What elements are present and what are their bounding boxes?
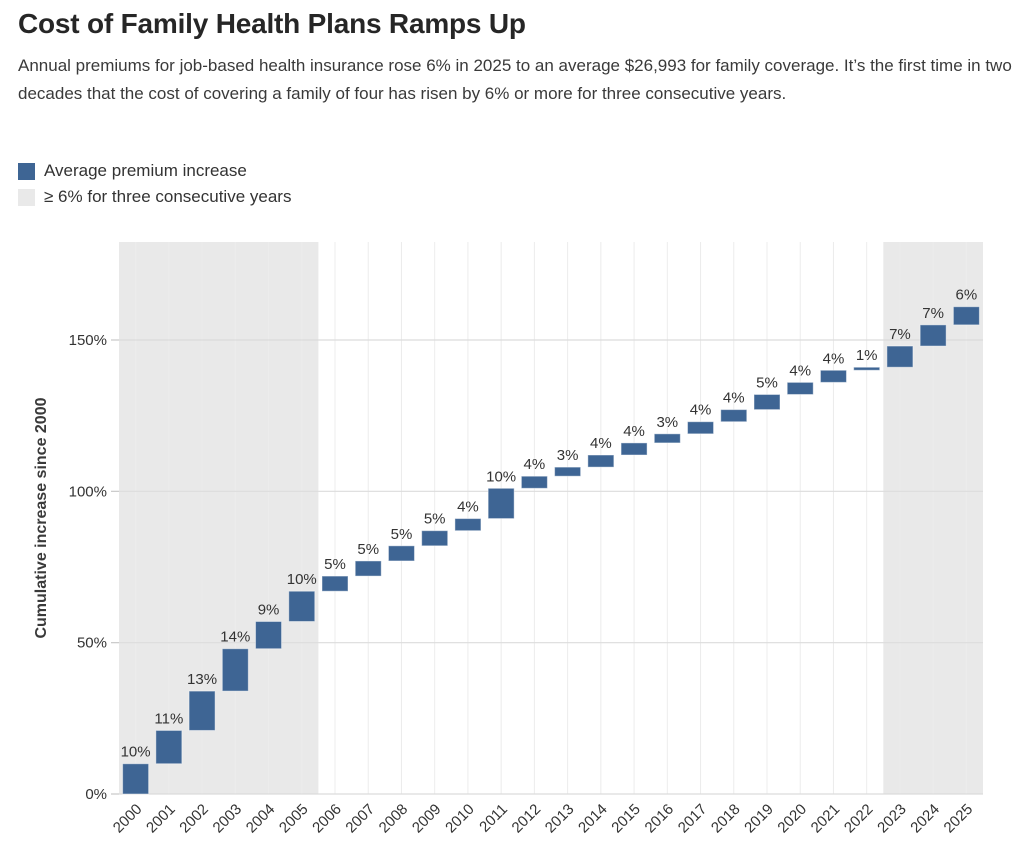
bar-label-2009: 5% (424, 511, 446, 528)
chart-title: Cost of Family Health Plans Ramps Up (18, 8, 526, 39)
y-tick-label: 100% (69, 483, 107, 500)
x-tick-label-2008: 2008 (376, 801, 412, 837)
bar-label-2010: 4% (457, 499, 479, 516)
y-tick-label: 50% (77, 635, 107, 652)
legend-swatch-band (18, 188, 35, 206)
bar-label-2017: 4% (690, 402, 712, 419)
bar-2017 (687, 421, 715, 435)
x-tick-label-2010: 2010 (442, 801, 478, 837)
x-tick-label-2024: 2024 (907, 801, 943, 837)
x-tick-label-2011: 2011 (476, 801, 511, 836)
x-tick-label-2007: 2007 (342, 801, 378, 837)
bar-2000 (122, 763, 150, 795)
bar-2003 (221, 648, 249, 692)
legend-item-average-premium-increase: Average premium increase (18, 161, 291, 180)
bar-2023 (886, 345, 914, 368)
bar-2006 (321, 575, 349, 592)
bar-label-2002: 13% (187, 671, 217, 688)
bar-label-2014: 4% (590, 435, 612, 452)
x-tick-label-2017: 2017 (675, 801, 711, 837)
bar-label-2011: 10% (486, 468, 516, 485)
x-tick-label-2005: 2005 (276, 801, 312, 837)
bar-2007 (354, 560, 382, 577)
bar-label-2008: 5% (391, 526, 413, 543)
bar-label-2005: 10% (287, 571, 317, 588)
bar-2024 (919, 324, 947, 347)
bar-2001 (155, 729, 183, 765)
x-tick-label-2004: 2004 (243, 801, 279, 837)
legend-swatch-bar (18, 162, 35, 180)
bar-2011 (487, 487, 515, 520)
x-tick-label-2023: 2023 (874, 801, 910, 837)
bar-label-2022: 1% (856, 347, 878, 364)
bar-label-2018: 4% (723, 390, 745, 407)
bar-2012 (520, 475, 548, 489)
x-tick-label-2006: 2006 (309, 801, 345, 837)
chart-subtitle: Annual premiums for job-based health ins… (18, 56, 1012, 103)
x-tick-label-2020: 2020 (774, 801, 810, 837)
bar-label-2003: 14% (220, 629, 250, 646)
legend-item-consecutive-years: ≥ 6% for three consecutive years (18, 187, 292, 206)
x-tick-label-2002: 2002 (176, 801, 212, 837)
x-tick-label-2000: 2000 (110, 801, 146, 837)
bar-label-2019: 5% (756, 374, 778, 391)
bar-label-2025: 6% (956, 287, 978, 304)
bar-label-2023: 7% (889, 326, 911, 343)
bar-2008 (387, 545, 415, 562)
legend-label-consecutive-years: ≥ 6% for three consecutive years (44, 187, 292, 206)
y-tick-label: 150% (69, 332, 107, 349)
bar-2009 (421, 530, 449, 547)
bar-label-2004: 9% (258, 601, 280, 618)
y-tick-label: 0% (85, 786, 107, 803)
bar-2016 (653, 433, 681, 444)
legend: Average premium increase ≥ 6% for three … (18, 161, 292, 206)
bar-label-2012: 4% (524, 456, 546, 473)
bar-2005 (288, 590, 316, 622)
bar-2025 (952, 306, 980, 326)
bar-label-2016: 3% (656, 414, 678, 431)
bar-label-2013: 3% (557, 447, 579, 464)
bar-label-2024: 7% (922, 305, 944, 322)
x-tick-label-2018: 2018 (708, 801, 744, 837)
bar-label-2007: 5% (357, 541, 379, 558)
bar-label-2006: 5% (324, 556, 346, 573)
bar-2013 (554, 466, 582, 477)
bar-2021 (819, 369, 847, 383)
y-axis-title: Cumulative increase since 2000 (33, 397, 50, 638)
x-tick-label-2013: 2013 (542, 801, 578, 837)
bar-label-2001: 11% (154, 710, 183, 727)
bar-2002 (188, 690, 216, 731)
bar-2004 (255, 620, 283, 650)
x-tick-label-2014: 2014 (575, 801, 611, 837)
bar-label-2015: 4% (623, 423, 645, 440)
x-tick-label-2019: 2019 (741, 801, 777, 837)
x-tick-label-2003: 2003 (210, 801, 246, 837)
x-tick-label-2021: 2021 (808, 801, 844, 837)
x-tick-label-2009: 2009 (409, 801, 445, 837)
legend-label-average-premium-increase: Average premium increase (44, 161, 247, 180)
bar-label-2000: 10% (121, 744, 151, 761)
bar-2020 (786, 381, 814, 395)
chart-svg: 0%50%100%150%10%11%13%14%9%10%5%5%5%5%4%… (33, 242, 983, 837)
x-tick-label-2012: 2012 (509, 801, 545, 837)
bar-2014 (587, 454, 615, 468)
x-tick-label-2015: 2015 (608, 801, 644, 837)
x-tick-label-2025: 2025 (941, 801, 977, 837)
x-tick-label-2001: 2001 (143, 801, 179, 837)
bar-label-2021: 4% (823, 350, 845, 367)
x-tick-label-2022: 2022 (841, 801, 877, 837)
bar-2015 (620, 442, 648, 456)
x-tick-label-2016: 2016 (642, 801, 678, 837)
bar-2019 (753, 393, 781, 411)
bar-label-2020: 4% (789, 362, 811, 379)
bar-2018 (720, 409, 748, 423)
highlight-band (119, 242, 319, 794)
bar-2010 (454, 518, 482, 532)
bar-2022 (853, 366, 881, 371)
